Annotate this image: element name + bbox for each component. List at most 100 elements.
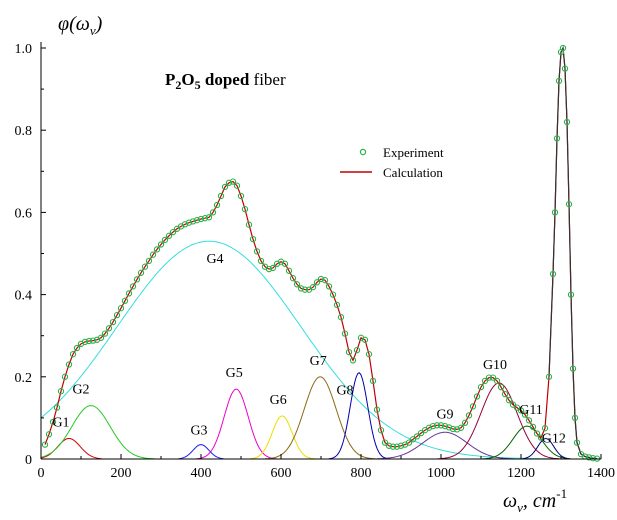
component-curve-g8 [328,372,389,460]
component-label-g4: G4 [206,252,223,267]
experiment-point [309,284,317,291]
experiment-point [353,346,361,354]
experiment-point [437,422,445,429]
chart-title: P2O5 doped fiber [165,70,286,92]
y-tick-label: 0.8 [15,124,33,139]
experiment-point [293,281,301,288]
experiment-point [493,377,501,385]
experiment-point [551,209,559,216]
experiment-point [563,118,571,126]
experiment-point [501,390,509,398]
experiment-point [573,439,581,446]
experiment-point [169,228,177,236]
component-curve-g1 [40,438,102,460]
experiment-point [393,443,401,450]
experiment-point [97,334,105,341]
experiment-point [349,357,357,364]
experiment-point [197,215,205,223]
experiment-point [465,412,473,419]
component-curve-g3 [178,444,224,460]
experiment-point [265,265,273,273]
experiment-point [541,425,549,432]
component-curve-g2 [40,405,155,460]
experiment-point [225,179,233,186]
x-tick-label: 1200 [507,466,535,481]
component-curve-g7 [264,376,376,460]
y-tick-label: 0.6 [15,206,33,221]
experiment-point [61,373,69,380]
experiment-point [553,135,561,142]
y-tick-label: 0.4 [15,289,33,304]
experiment-point [413,433,421,440]
experiment-point [461,419,469,426]
component-label-g11: G11 [519,403,543,418]
y-axis-title: φ(ωv) [58,13,103,38]
y-axis-title-sub: v [90,23,96,38]
experiment-point [533,430,541,437]
experiment-point [561,65,569,72]
experiment-point [565,201,573,208]
legend-calculation-label: Calculation [383,165,443,180]
experiment-point [249,235,257,243]
experiment-point [429,422,437,430]
experiment-point [253,248,261,255]
component-label-g3: G3 [190,424,207,439]
experiment-point [417,429,425,437]
component-label-g12: G12 [542,431,566,446]
x-axis-title-sup: -1 [556,486,567,501]
experiment-point [229,178,237,185]
experiment-point [441,422,449,430]
experiment-point [337,314,345,321]
component-curve-g10 [437,382,560,460]
experiment-point [161,236,169,244]
experiment-point [545,373,553,380]
experiment-point [385,442,393,449]
experiment-point [559,44,567,52]
experiment-point [137,269,145,276]
experiment-point [233,182,241,189]
experiment-point [473,393,481,400]
experiment-point [377,427,385,434]
experiment-point [201,215,209,222]
experiment-point [301,286,309,293]
experiment-point [513,404,521,411]
component-label-g8: G8 [336,384,353,399]
experiment-point [245,221,253,228]
experiment-point [433,422,441,429]
experiment-point [445,424,453,431]
experiment-point [405,439,413,446]
experiment-point [489,374,497,381]
component-curve-g9 [376,431,514,460]
experiment-point [117,305,125,312]
experiment-point [397,442,405,449]
experiment-point [453,426,461,433]
experiment-point [185,219,193,226]
legend: Experiment Calculation [340,145,444,180]
experiment-point [149,251,157,258]
experiment-point [281,260,289,267]
gaussian-components [40,240,571,460]
experiment-series [41,44,601,462]
experiment-point [209,209,217,216]
experiment-point [165,232,173,239]
experiment-point [449,425,457,433]
component-label-g10: G10 [483,358,507,373]
component-labels: G1 G2 G3 G4 G5 G6 G7 G8 G9 G10 G11 G12 [52,252,565,446]
y-tick-label: 1.0 [15,42,33,57]
x-tick-label: 1400 [587,466,615,481]
experiment-point [217,192,225,200]
experiment-point [153,246,161,253]
experiment-point [53,404,61,411]
experiment-point [189,218,197,225]
experiment-point [69,351,77,358]
experiment-point [109,318,117,326]
experiment-point [213,201,221,209]
calculation-line [44,45,598,460]
experiment-point [129,283,137,290]
experiment-point [537,434,545,441]
experiment-point [361,336,369,343]
experiment-point [125,290,133,297]
experiment-point [529,423,537,431]
experiment-point [373,406,381,413]
experiment-point [285,267,293,274]
